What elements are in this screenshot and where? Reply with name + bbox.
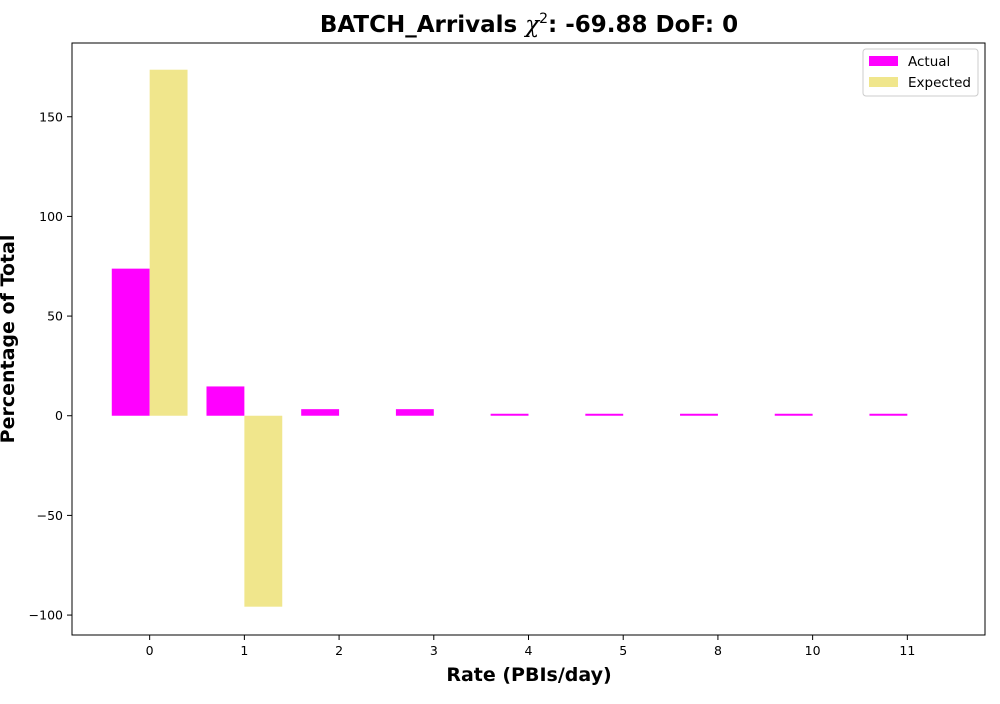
y-tick-label: 50 (47, 309, 63, 324)
y-axis: −100 −50 0 50 100 150 (29, 109, 72, 623)
legend-label-expected: Expected (908, 75, 971, 91)
bar-actual-3 (395, 409, 434, 416)
bar-actual-0 (111, 268, 150, 416)
bar-actual-2 (301, 409, 340, 416)
y-tick-label: 100 (39, 209, 63, 224)
title-chi: χ (523, 12, 541, 38)
chart-title: BATCH_Arrivals χ2: -69.88 DoF: 0 (320, 11, 738, 38)
y-tick-label: 0 (55, 408, 63, 423)
x-tick-label: 3 (430, 643, 438, 658)
x-axis-title: Rate (PBIs/day) (446, 664, 611, 686)
bar-actual-8 (680, 413, 718, 416)
title-chi-exponent: 2 (539, 11, 548, 27)
bar-actual-11 (869, 413, 908, 416)
x-tick-label: 11 (899, 643, 915, 658)
legend: Actual Expected (862, 48, 979, 97)
x-tick-label: 10 (805, 643, 821, 658)
x-tick-label: 4 (525, 643, 533, 658)
plot-frame (71, 42, 986, 636)
x-tick-label: 2 (335, 643, 343, 658)
y-tick-label: −50 (37, 508, 63, 523)
bars-layer (111, 69, 908, 607)
bar-actual-5 (585, 413, 624, 416)
bar-expected-1 (244, 415, 283, 607)
x-axis: 0 1 2 3 4 5 8 10 11 (146, 635, 915, 658)
bar-actual-4 (490, 413, 529, 416)
y-axis-title: Percentage of Total (0, 235, 19, 444)
legend-swatch-actual (869, 56, 898, 66)
x-tick-label: 0 (146, 643, 154, 658)
y-tick-label: −100 (29, 608, 63, 623)
bar-actual-10 (774, 413, 813, 416)
x-tick-label: 5 (619, 643, 627, 658)
legend-label-actual: Actual (908, 54, 950, 70)
x-tick-label: 8 (714, 643, 722, 658)
bar-expected-0 (149, 69, 188, 416)
title-main: BATCH_Arrivals (320, 12, 525, 38)
legend-swatch-expected (869, 77, 898, 87)
x-tick-label: 1 (240, 643, 248, 658)
title-suffix: : -69.88 DoF: 0 (548, 12, 738, 38)
bar-actual-1 (206, 386, 245, 416)
y-tick-label: 150 (39, 109, 63, 124)
